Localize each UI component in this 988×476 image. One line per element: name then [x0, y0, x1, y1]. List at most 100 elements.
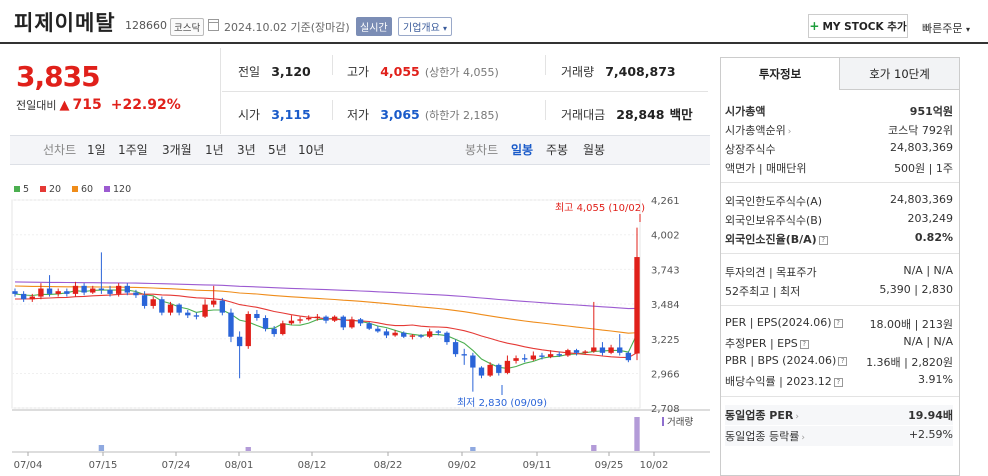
candle-body — [46, 288, 53, 294]
info-label: 외국인소진율(B/A) — [725, 233, 817, 246]
candle-body — [401, 332, 407, 337]
candle-body — [64, 291, 70, 294]
info-row[interactable]: 동일업종 등락률 › +2.59% — [725, 426, 953, 446]
y-tick-label: 3,484 — [651, 300, 680, 311]
help-icon[interactable]: ? — [799, 339, 809, 349]
candle-body — [634, 257, 640, 354]
info-label-wrap: 동일업종 등락률 › — [725, 428, 805, 444]
stat-amount: 거래대금 28,848 백만 — [561, 104, 693, 123]
help-icon[interactable]: ? — [833, 318, 843, 328]
tab-daily[interactable]: 일봉 — [511, 143, 534, 157]
help-icon[interactable]: ? — [833, 377, 843, 387]
candle-body — [349, 319, 355, 328]
current-price: 3,835 — [16, 60, 101, 93]
info-label: 투자의견 | 목표주가 — [725, 266, 817, 279]
info-row: 배당수익률 | 2023.12? 3.91% — [725, 373, 953, 389]
tab-invest-info[interactable]: 투자정보 — [721, 58, 840, 90]
candle-chart-label: 봉차트 — [465, 143, 499, 157]
info-value: 코스닥 792위 — [888, 124, 953, 137]
candle-body — [565, 350, 571, 356]
quick-order-button[interactable]: 빠른주문 ▾ — [922, 20, 970, 36]
divider — [545, 55, 546, 75]
tab-3m[interactable]: 3개월 — [162, 143, 192, 157]
divider — [220, 48, 221, 134]
info-row[interactable]: 시가총액순위 › 코스닥 792위 — [725, 122, 953, 138]
stock-code: 128660 — [125, 19, 167, 32]
x-tick-label: 09/11 — [523, 460, 552, 471]
calendar-icon — [208, 19, 219, 31]
info-label: 외국인한도주식수(A) — [725, 195, 823, 208]
legend-label: 60 — [81, 184, 93, 195]
candle-body — [254, 313, 260, 318]
candle-body — [522, 358, 528, 360]
info-value: 0.82% — [914, 231, 953, 244]
candle-body — [262, 317, 269, 329]
candle-body — [461, 354, 467, 356]
candle-body — [202, 304, 208, 317]
candle-body — [133, 292, 139, 296]
candle-body — [487, 364, 493, 376]
x-tick-label: 09/25 — [595, 460, 624, 471]
candle-body — [383, 331, 390, 336]
tab-3y[interactable]: 3년 — [237, 143, 256, 157]
y-tick-label: 2,966 — [651, 369, 680, 380]
candle-body — [107, 289, 113, 294]
candle-body — [29, 296, 35, 300]
info-value: 3.91% — [918, 373, 953, 386]
help-icon[interactable]: ? — [838, 356, 848, 366]
info-row: 투자의견 | 목표주가 N/A | N/A — [725, 264, 953, 280]
tab-10y[interactable]: 10년 — [298, 143, 325, 157]
change-rate: +22.92% — [110, 97, 181, 113]
candle-body — [478, 367, 485, 376]
tab-monthly[interactable]: 월봉 — [583, 143, 606, 157]
tab-1y[interactable]: 1년 — [205, 143, 224, 157]
candle-body — [38, 288, 44, 297]
divider — [721, 396, 959, 397]
quick-order-label: 빠른주문 — [922, 22, 963, 35]
candle-body — [375, 328, 381, 332]
stat-sub: (상한가 4,055) — [424, 66, 499, 79]
realtime-button[interactable]: 실시간 — [356, 17, 392, 36]
info-value: 500원 | 1주 — [894, 162, 953, 175]
info-row: PBR | BPS (2024.06)? 1.36배 | 2,820원 — [725, 354, 953, 370]
company-overview-button[interactable]: 기업개요 ▾ — [398, 17, 453, 36]
x-tick-label: 07/24 — [162, 460, 191, 471]
stat-value: 7,408,873 — [605, 64, 676, 79]
candle-body — [426, 331, 433, 337]
info-label-wrap: 추정PER | EPS? — [725, 335, 809, 351]
info-label-wrap: 동일업종 PER › — [725, 407, 799, 423]
stat-label: 시가 — [238, 108, 261, 122]
volume-bar — [634, 417, 640, 451]
candle-body — [211, 300, 217, 305]
max-annotation: 최고 4,055 (10/02) — [555, 202, 645, 214]
info-row: 액면가 | 매매단위 500원 | 1주 — [725, 160, 953, 176]
info-row[interactable]: 동일업종 PER › 19.94배 — [725, 405, 953, 425]
plus-icon: + — [809, 19, 820, 33]
info-label-wrap: 배당수익률 | 2023.12? — [725, 373, 843, 389]
candle-body — [513, 358, 519, 361]
chevron-right-icon: › — [787, 127, 792, 137]
candle-body — [124, 285, 130, 293]
candle-body — [193, 315, 200, 317]
chevron-right-icon: › — [795, 412, 799, 422]
tab-quote-10[interactable]: 호가 10단계 — [840, 58, 959, 90]
info-row: 외국인소진율(B/A)? 0.82% — [725, 231, 953, 247]
tab-1w[interactable]: 1주일 — [118, 143, 148, 157]
mystock-add-button[interactable]: + MY STOCK 추가 — [808, 14, 908, 38]
tab-1d[interactable]: 1일 — [87, 143, 106, 157]
candle-body — [115, 285, 122, 294]
tab-weekly[interactable]: 주봉 — [546, 143, 569, 157]
candle-body — [366, 323, 372, 329]
candle-body — [150, 299, 156, 306]
tab-5y[interactable]: 5년 — [268, 143, 287, 157]
legend-label: 20 — [49, 184, 61, 195]
candle-body — [409, 335, 416, 337]
stat-label: 저가 — [347, 108, 370, 122]
help-icon[interactable]: ? — [818, 235, 828, 245]
stat-label: 거래량 — [561, 65, 595, 79]
info-label: 동일업종 PER — [725, 409, 794, 422]
ma-line-120 — [14, 281, 638, 310]
info-row: 외국인한도주식수(A) 24,803,369 — [725, 193, 953, 209]
stat-label: 고가 — [347, 65, 370, 79]
info-label: 52주최고 | 최저 — [725, 285, 801, 298]
